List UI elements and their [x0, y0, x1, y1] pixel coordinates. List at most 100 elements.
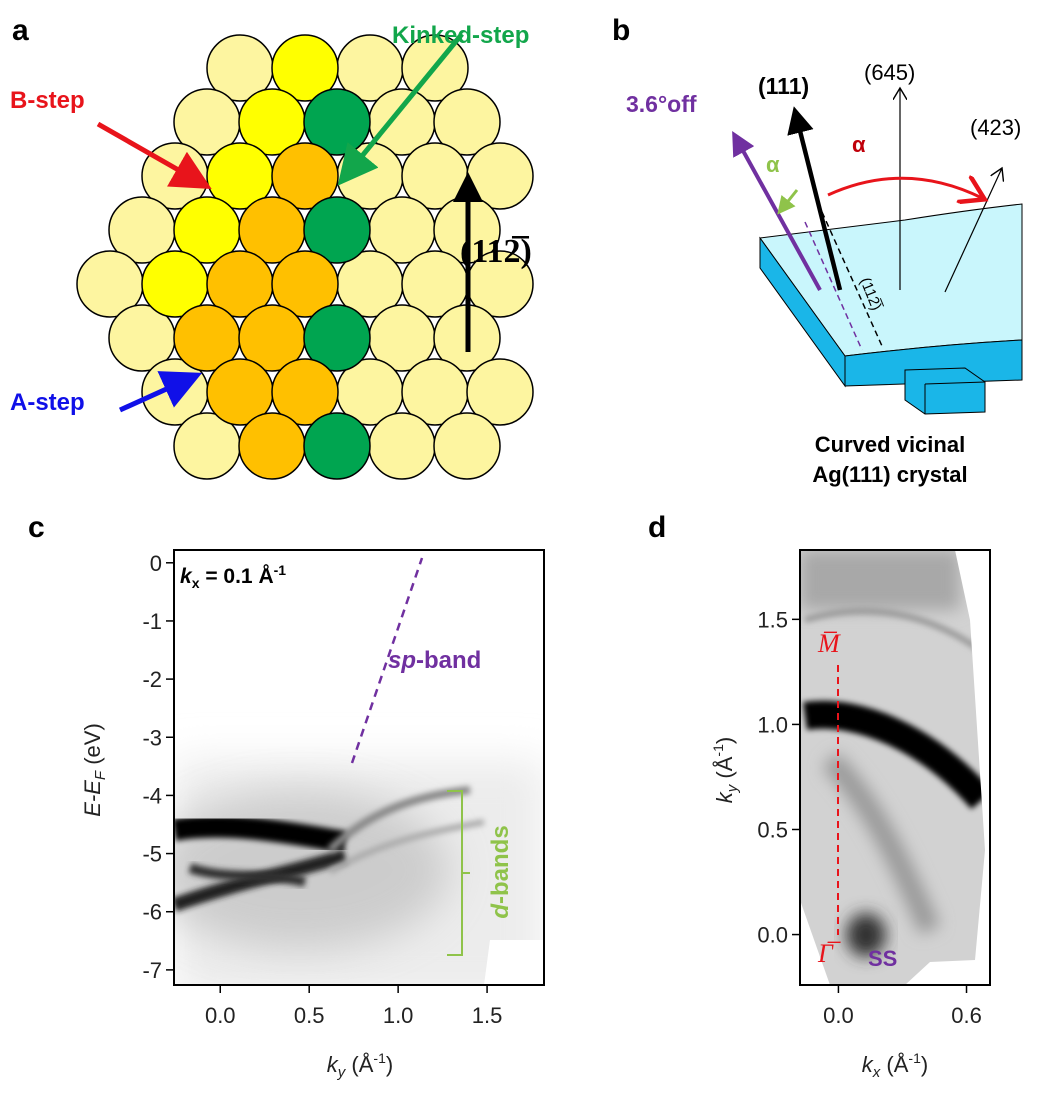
atom [238, 412, 306, 480]
direction-label: (112̅) [460, 233, 532, 270]
atom [271, 250, 339, 318]
y-axis-label: E-EF (eV) [80, 723, 109, 817]
m-point-label: M̅ [817, 629, 841, 658]
atom [368, 412, 436, 480]
atom [271, 34, 339, 102]
d-bands-label: d-bands [487, 825, 514, 918]
axis-label-part: (Å [712, 756, 737, 784]
axis-label-part: -1 [710, 744, 726, 757]
off-line [804, 221, 863, 351]
axis-label-part: ) [386, 1052, 393, 1077]
intensity-map [800, 550, 990, 985]
n423-arrow [944, 168, 1002, 293]
x-axis-label: kx (Å-1) [862, 1050, 928, 1081]
x-tick-label: 0.0 [205, 1003, 236, 1028]
atom [303, 196, 371, 264]
off-label: 3.6°off [626, 91, 697, 117]
holder-edge [924, 381, 986, 385]
kinked-step-label: Kinked-step [392, 22, 529, 49]
atom [433, 88, 501, 156]
alpha-arrow [777, 189, 799, 215]
sp-band-label: sp-band [388, 647, 481, 674]
panel-label: b [612, 14, 630, 47]
sp-band-part: sp [388, 647, 416, 674]
ss-label: SS [868, 946, 897, 971]
alpha-arc [827, 178, 982, 198]
y-tick-label: -5 [142, 842, 162, 867]
axis-label-part: y [724, 783, 741, 793]
y-tick-label: 0.0 [757, 923, 788, 948]
axis-label-part: (eV) [80, 723, 105, 771]
kx-label-part: k [180, 565, 193, 588]
y-tick-label: 0 [150, 551, 162, 576]
n111-label: (111) [758, 73, 809, 99]
alpha-label: α [852, 132, 866, 157]
x-tick-label: 0.5 [294, 1003, 325, 1028]
sp-band-part: -band [416, 647, 481, 674]
axis-label-part: (Å [345, 1052, 373, 1077]
kx-label-part: -1 [274, 562, 287, 578]
axis-label-part: ) [921, 1052, 928, 1077]
y-tick-label: -7 [142, 958, 162, 983]
atom [303, 88, 371, 156]
b-step-arrow [96, 121, 212, 189]
y-tick-label: -6 [142, 900, 162, 925]
kx-label-part: = 0.1 Å [199, 564, 273, 588]
y-tick-label: -3 [142, 725, 162, 750]
x-tick-label: 1.5 [472, 1003, 503, 1028]
kx-label: kx = 0.1 Å-1 [180, 562, 286, 591]
axis-label-part: -1 [908, 1050, 921, 1066]
crystal-top [759, 203, 1023, 357]
atom [271, 358, 339, 426]
x-tick-label: 1.0 [383, 1003, 414, 1028]
d-bands-part: -bands [487, 825, 514, 904]
axis-label-part: k [862, 1052, 874, 1077]
kinked-step-arrow [337, 32, 464, 186]
y-axis-label: ky (Å-1) [710, 737, 741, 803]
alpha-label: α [766, 152, 780, 177]
crystal-front [844, 339, 1023, 387]
x-tick-label: 0.0 [823, 1003, 854, 1028]
y-tick-label: -1 [142, 609, 162, 634]
atom [303, 412, 371, 480]
plot-frame [173, 549, 545, 986]
axis-label-part: F [92, 770, 109, 780]
kx-label-part: x [192, 575, 200, 591]
panel-label: a [12, 14, 29, 47]
atom [433, 412, 501, 480]
y-tick-label: 1.5 [757, 607, 788, 632]
y-tick-label: 1.0 [757, 712, 788, 737]
x-axis-label: ky (Å-1) [327, 1050, 393, 1081]
b-step-label: B-step [10, 87, 85, 114]
d-bands-bracket [447, 790, 470, 956]
caption: Ag(111) crystal [812, 462, 967, 487]
atom [466, 358, 534, 426]
y-tick-label: -4 [142, 783, 162, 808]
caption: Curved vicinal [815, 432, 965, 457]
n111-arrow [787, 106, 843, 291]
n423-label: (423) [970, 115, 1021, 140]
panel-label: c [28, 511, 45, 544]
axis-label-part: E-E [80, 780, 105, 817]
y-tick-label: -2 [142, 667, 162, 692]
x-tick-label: 0.6 [951, 1003, 982, 1028]
atom [303, 304, 371, 372]
axis-label-part: (Å [880, 1052, 908, 1077]
a-step-arrow [118, 371, 203, 413]
axis-label-part: k [712, 791, 737, 803]
a-step-label: A-step [10, 389, 85, 416]
axis-label-part: -1 [373, 1050, 386, 1066]
y-tick-label: 0.5 [757, 817, 788, 842]
crystal-holder [904, 367, 986, 415]
plot-frame [799, 549, 991, 986]
panel-label: d [648, 511, 666, 544]
axis-label-part: k [327, 1052, 339, 1077]
step-line [821, 211, 883, 347]
axis-label-part: ) [712, 737, 737, 744]
intensity-map [174, 550, 544, 985]
axis-label-part: y [337, 1064, 347, 1081]
n645-label: (645) [864, 60, 915, 85]
d-bands-part: d [487, 903, 514, 919]
axis-label-part: x [872, 1064, 881, 1081]
